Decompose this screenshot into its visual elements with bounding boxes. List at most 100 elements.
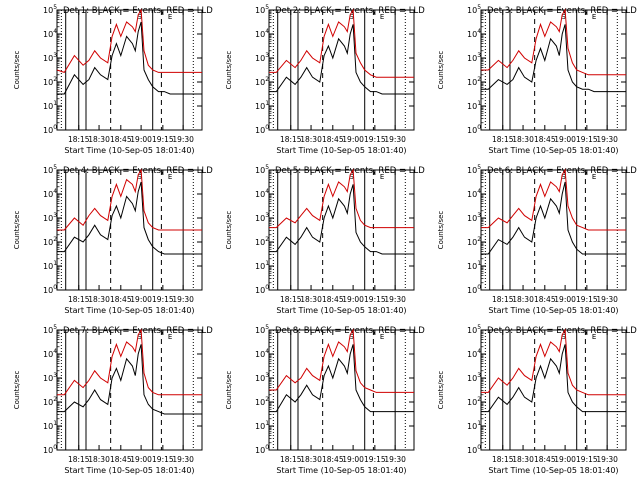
y-tick-label: 104 bbox=[255, 348, 269, 359]
panel-title: Det 8: BLACK = Events, RED = LLD bbox=[275, 326, 425, 336]
marker-letter-s: S bbox=[561, 13, 566, 21]
x-tick-label: 18:15 bbox=[68, 295, 90, 304]
x-tick-label: 19:15 bbox=[152, 135, 174, 144]
y-tick-label: 100 bbox=[43, 284, 57, 295]
y-tick-label: 100 bbox=[255, 444, 269, 455]
y-tick-label: 105 bbox=[255, 4, 269, 15]
x-tick-label: 19:15 bbox=[576, 295, 598, 304]
x-tick-label: 18:30 bbox=[300, 135, 322, 144]
panel-det-1: Det 1: BLACK = Events, RED = LLD Counts/s… bbox=[13, 4, 213, 155]
y-tick-label: 103 bbox=[467, 212, 481, 223]
marker-letter-e: E bbox=[380, 13, 384, 21]
marker-letter-e: E bbox=[592, 333, 596, 341]
x-tick-label: 18:15 bbox=[280, 295, 302, 304]
x-tick-label: 18:30 bbox=[512, 455, 534, 464]
series-line-lld bbox=[269, 8, 414, 78]
y-tick-label: 103 bbox=[255, 212, 269, 223]
panel-det-6: Det 6: BLACK = Events, RED = LLD Counts/s… bbox=[437, 164, 637, 315]
series-line-lld bbox=[56, 8, 202, 73]
panel-title: Det 9: BLACK = Events, RED = LLD bbox=[487, 326, 637, 336]
y-tick-label: 102 bbox=[467, 396, 481, 407]
x-tick-label: 18:15 bbox=[492, 135, 514, 144]
panel-title: Det 3: BLACK = Events, RED = LLD bbox=[487, 6, 637, 16]
x-axis-label: Start Time (10-Sep-05 18:01:40) bbox=[276, 306, 406, 315]
panel-det-2: Det 2: BLACK = Events, RED = LLD Counts/s… bbox=[225, 4, 425, 155]
y-tick-label: 104 bbox=[255, 28, 269, 39]
x-tick-label: 18:15 bbox=[280, 455, 302, 464]
y-axis-label: Counts/sec bbox=[225, 51, 233, 90]
x-tick-label: 19:00 bbox=[342, 135, 364, 144]
panel-det-3: Det 3: BLACK = Events, RED = LLD Counts/s… bbox=[437, 4, 637, 155]
marker-letter-s: S bbox=[137, 13, 142, 21]
x-tick-label: 19:15 bbox=[576, 135, 598, 144]
panel-title: Det 1: BLACK = Events, RED = LLD bbox=[63, 6, 213, 16]
series-line-lld bbox=[57, 168, 202, 231]
y-axis-label: Counts/sec bbox=[225, 211, 233, 250]
series-line-events bbox=[481, 344, 626, 413]
series-line-lld bbox=[57, 328, 202, 396]
y-axis-label: Counts/sec bbox=[13, 51, 21, 90]
x-tick-label: 19:30 bbox=[596, 135, 618, 144]
y-tick-label: 101 bbox=[467, 260, 481, 271]
panel-title: Det 2: BLACK = Events, RED = LLD bbox=[275, 6, 425, 16]
y-tick-label: 102 bbox=[43, 76, 57, 87]
x-tick-label: 18:30 bbox=[88, 295, 110, 304]
y-tick-label: 102 bbox=[43, 396, 57, 407]
series-line-events bbox=[481, 24, 626, 93]
panel-title: Det 6: BLACK = Events, RED = LLD bbox=[487, 166, 637, 176]
x-tick-label: 19:15 bbox=[152, 295, 174, 304]
x-tick-label: 19:00 bbox=[554, 455, 576, 464]
x-axis-label: Start Time (10-Sep-05 18:01:40) bbox=[64, 466, 194, 475]
series-line-events bbox=[269, 24, 414, 95]
y-tick-label: 102 bbox=[43, 236, 57, 247]
x-tick-label: 18:30 bbox=[512, 295, 534, 304]
y-tick-label: 104 bbox=[43, 188, 57, 199]
plot-frame bbox=[268, 169, 415, 291]
x-tick-label: 19:00 bbox=[342, 295, 364, 304]
y-tick-label: 104 bbox=[467, 28, 481, 39]
x-tick-label: 18:15 bbox=[68, 135, 90, 144]
y-tick-label: 105 bbox=[255, 164, 269, 175]
x-tick-label: 18:45 bbox=[534, 455, 556, 464]
y-tick-label: 103 bbox=[467, 372, 481, 383]
plot-frame bbox=[268, 9, 415, 131]
y-tick-label: 105 bbox=[43, 324, 57, 335]
y-axis-label: Counts/sec bbox=[13, 211, 21, 250]
x-tick-label: 19:00 bbox=[130, 135, 152, 144]
y-tick-label: 104 bbox=[467, 188, 481, 199]
series-line-events bbox=[57, 181, 202, 255]
x-tick-label: 19:30 bbox=[384, 295, 406, 304]
y-tick-label: 101 bbox=[255, 420, 269, 431]
series-line-events bbox=[57, 21, 202, 95]
panel-det-8: Det 8: BLACK = Events, RED = LLD Counts/s… bbox=[225, 324, 425, 475]
x-tick-label: 18:45 bbox=[322, 295, 344, 304]
panel-title: Det 4: BLACK = Events, RED = LLD bbox=[63, 166, 213, 176]
series-line-events bbox=[57, 344, 202, 415]
marker-letter-s: S bbox=[349, 13, 354, 21]
x-tick-label: 19:00 bbox=[554, 135, 576, 144]
x-axis-label: Start Time (10-Sep-05 18:01:40) bbox=[488, 146, 618, 155]
y-tick-label: 102 bbox=[467, 236, 481, 247]
x-axis-label: Start Time (10-Sep-05 18:01:40) bbox=[64, 146, 194, 155]
marker-letter-e: E bbox=[592, 13, 596, 21]
y-axis-label: Counts/sec bbox=[13, 371, 21, 410]
y-tick-label: 105 bbox=[43, 4, 57, 15]
x-tick-label: 18:30 bbox=[88, 135, 110, 144]
y-tick-label: 104 bbox=[467, 348, 481, 359]
y-tick-label: 101 bbox=[43, 260, 57, 271]
series-line-events bbox=[269, 344, 414, 413]
y-tick-label: 102 bbox=[255, 236, 269, 247]
x-tick-label: 18:45 bbox=[322, 135, 344, 144]
y-tick-label: 103 bbox=[467, 52, 481, 63]
y-tick-label: 105 bbox=[255, 324, 269, 335]
y-tick-label: 105 bbox=[467, 324, 481, 335]
panel-det-4: Det 4: BLACK = Events, RED = LLD Counts/s… bbox=[13, 164, 213, 315]
marker-letter-e: E bbox=[380, 173, 384, 181]
y-tick-label: 102 bbox=[255, 396, 269, 407]
x-tick-label: 18:45 bbox=[110, 135, 132, 144]
y-axis-label: Counts/sec bbox=[437, 371, 445, 410]
x-axis-label: Start Time (10-Sep-05 18:01:40) bbox=[488, 306, 618, 315]
x-tick-label: 19:15 bbox=[364, 135, 386, 144]
marker-letter-e: E bbox=[168, 13, 172, 21]
y-tick-label: 102 bbox=[255, 76, 269, 87]
